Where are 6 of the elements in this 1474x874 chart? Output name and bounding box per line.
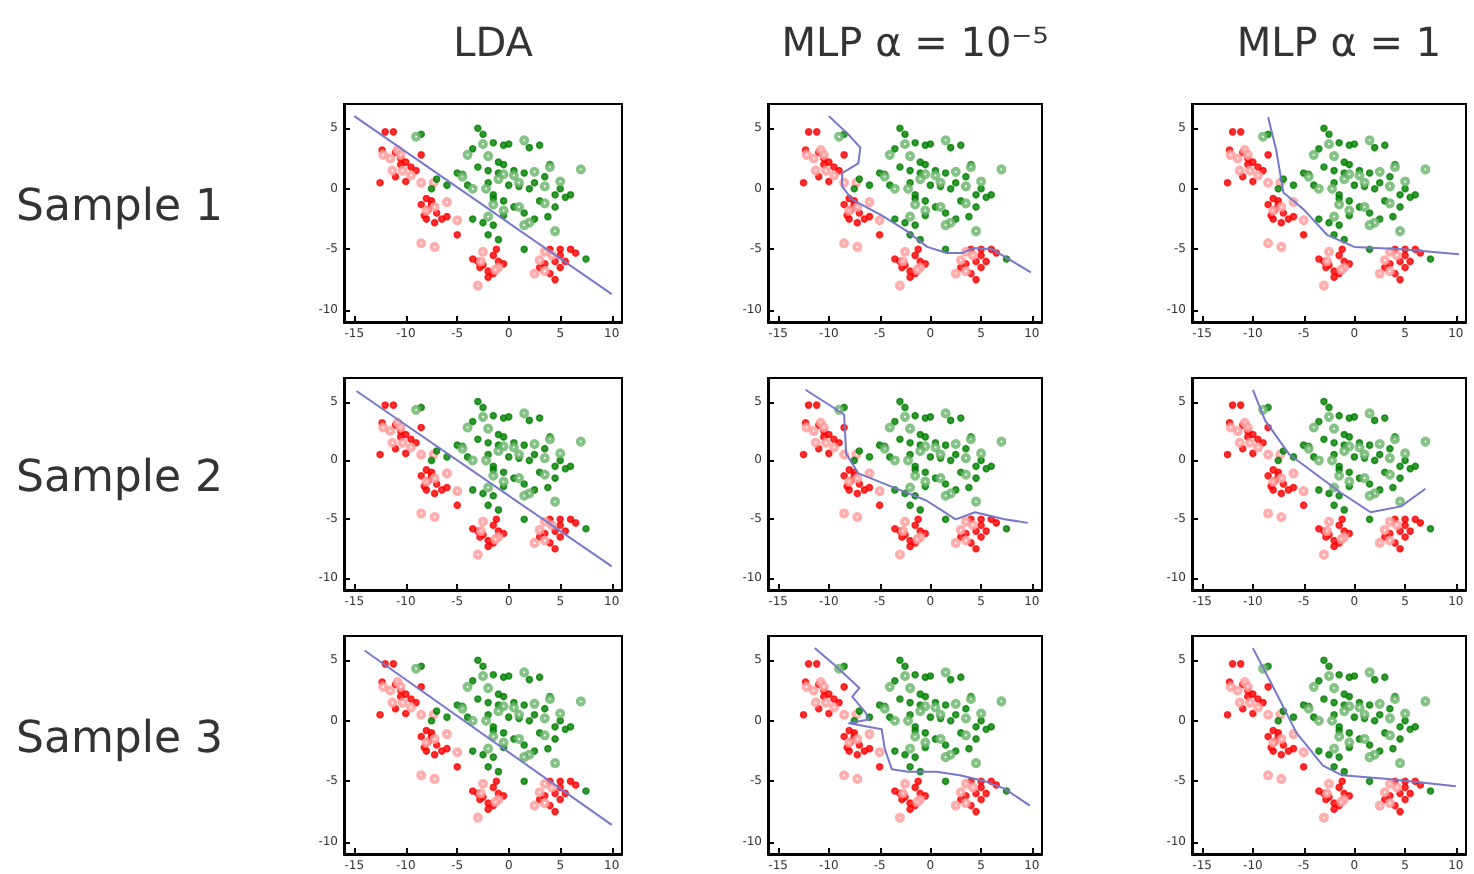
y-axis-title: Sample 1 bbox=[16, 182, 223, 232]
chart-title: LDA bbox=[453, 18, 534, 66]
y-axis-title: Sample 2 bbox=[16, 453, 223, 503]
chart-title: MLP α = 1 bbox=[1236, 18, 1442, 66]
chart-title: MLP α = 10⁻⁵ bbox=[781, 18, 1049, 66]
y-axis-title: Sample 3 bbox=[16, 714, 223, 764]
